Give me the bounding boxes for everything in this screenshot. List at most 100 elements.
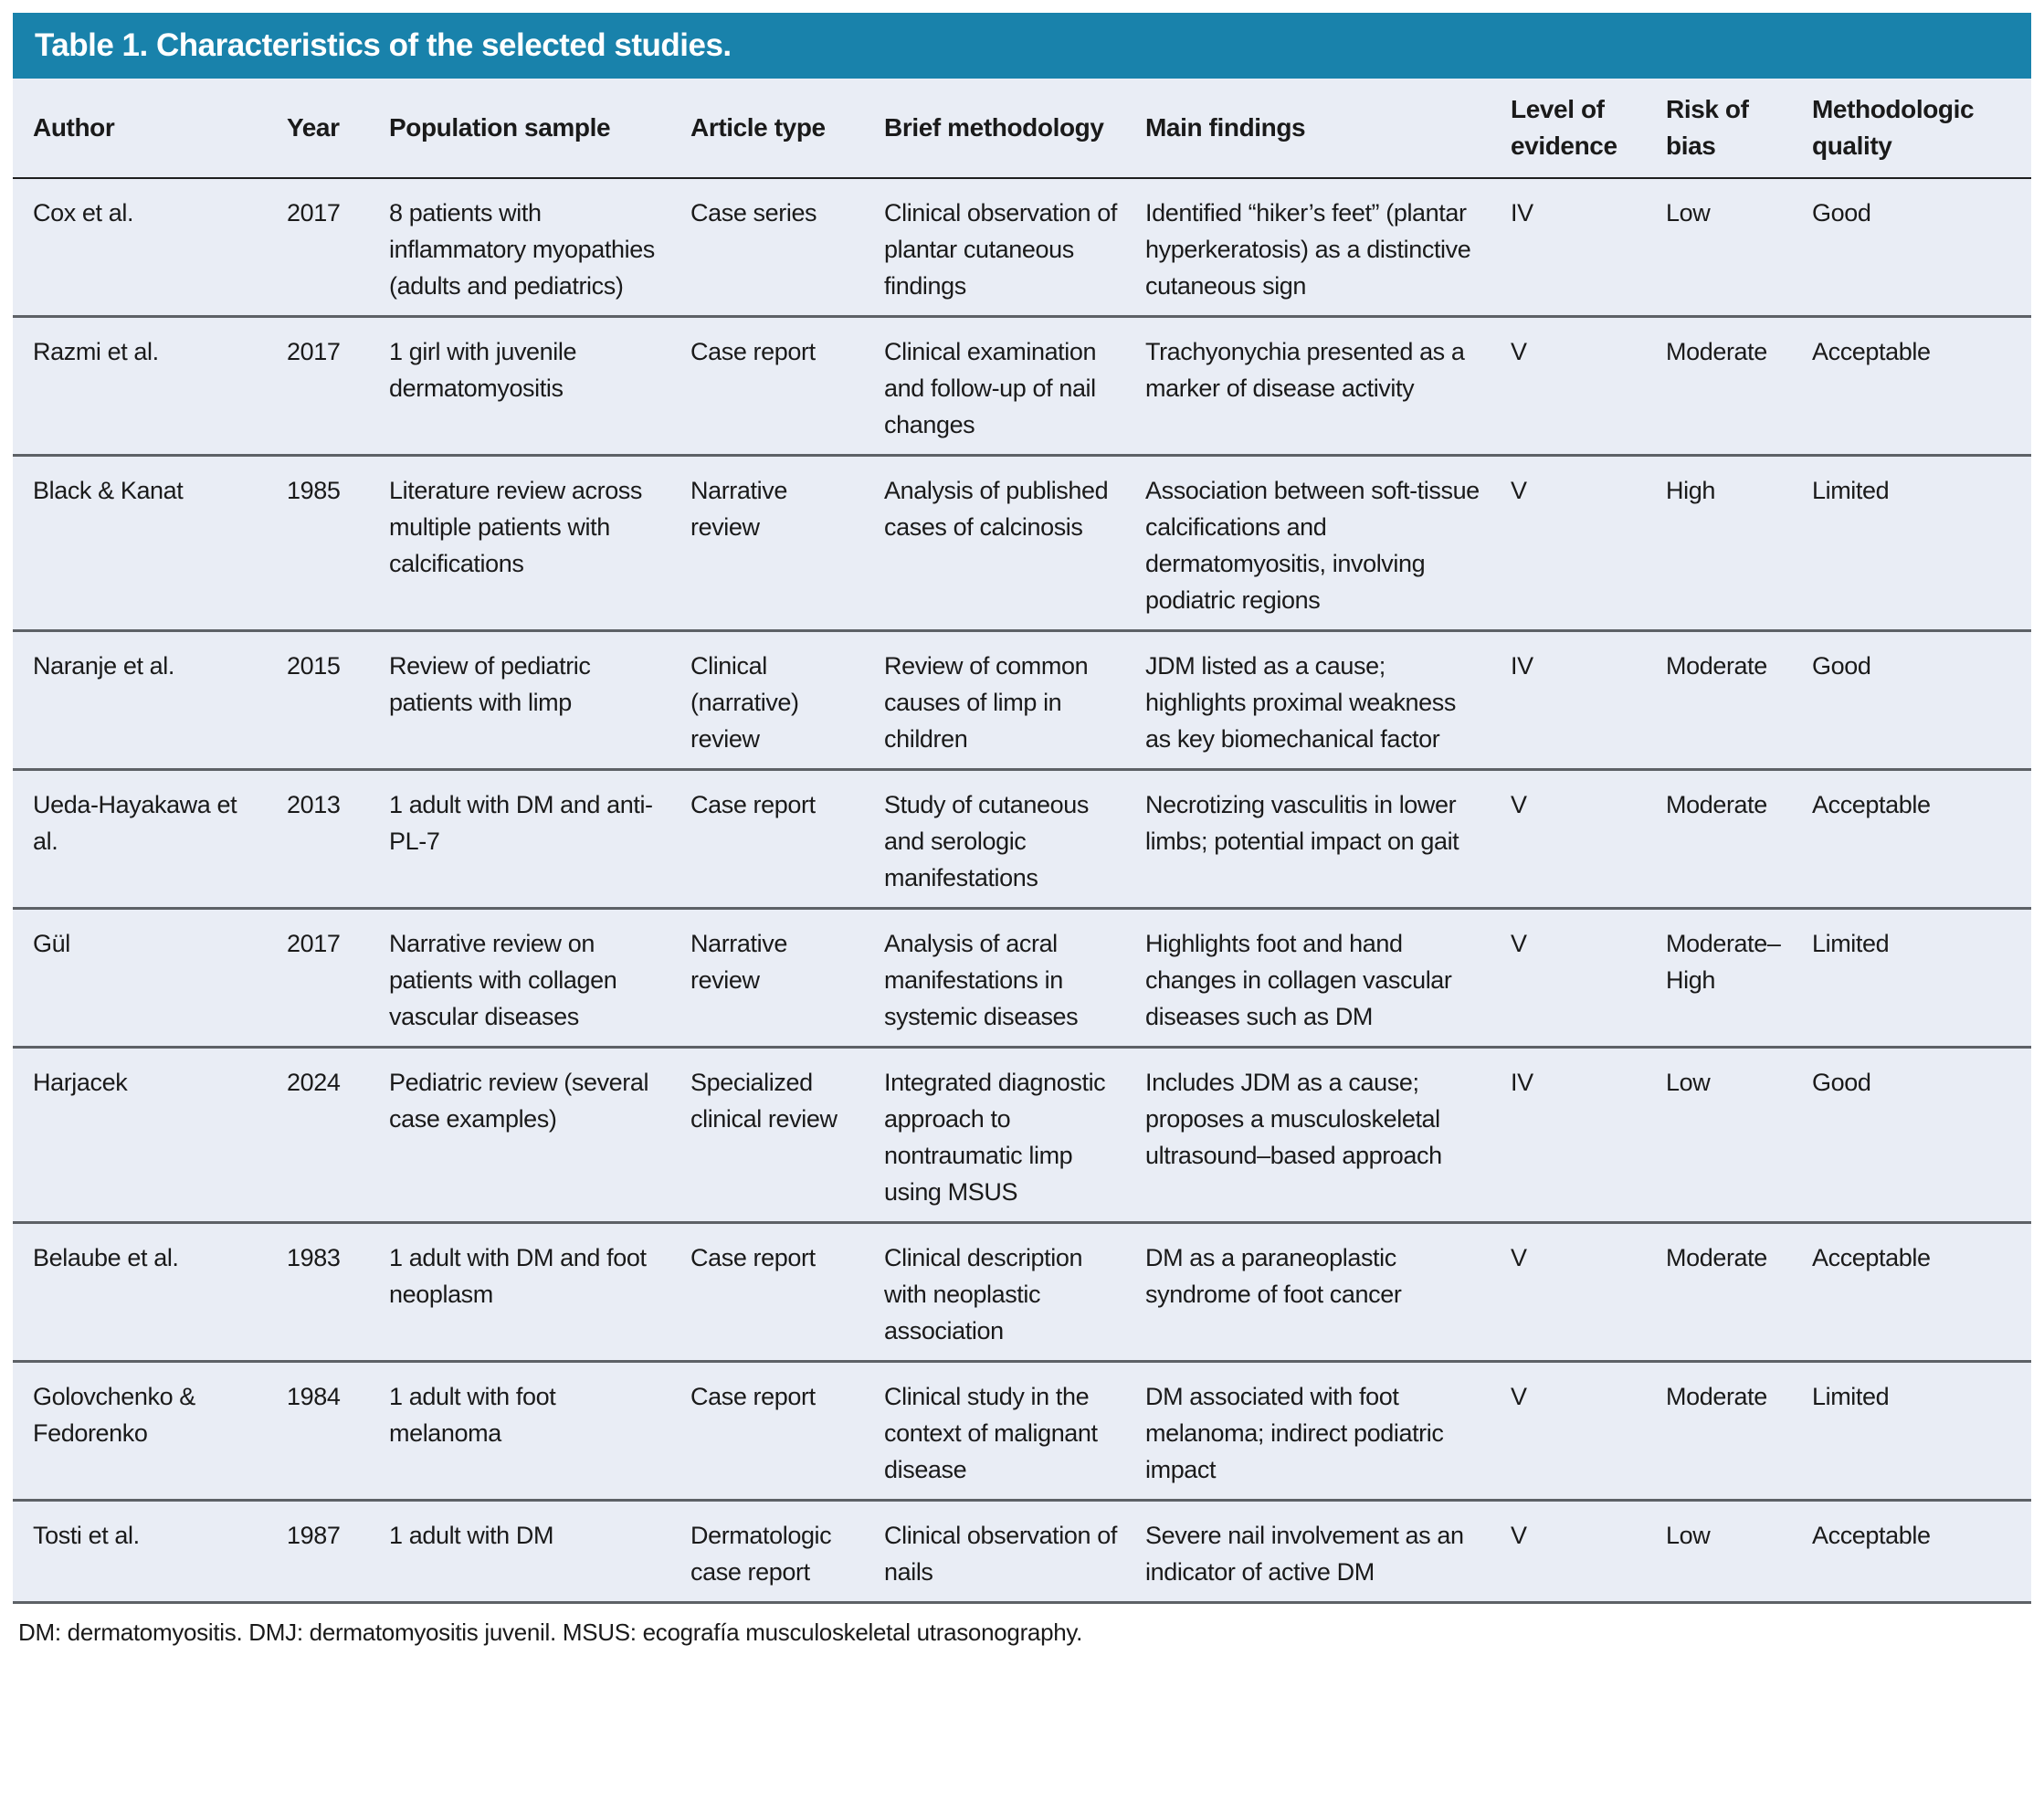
cell-author: Belaube et al. [13, 1222, 287, 1363]
cell-year: 2013 [287, 769, 389, 910]
cell-quality: Good [1812, 178, 2031, 318]
column-header-methodology: Brief methodology [884, 79, 1145, 179]
cell-findings: Highlights foot and hand changes in coll… [1145, 908, 1511, 1049]
column-header-author: Author [13, 79, 287, 179]
cell-quality: Acceptable [1812, 769, 2031, 910]
table-row: Razmi et al. 2017 1 girl with juvenile der… [13, 316, 2031, 457]
cell-bias: Low [1666, 178, 1812, 318]
cell-population: Literature review across multiple patien… [389, 455, 690, 632]
table-row: Gül 2017 Narrative review on patients with… [13, 908, 2031, 1049]
cell-findings: Includes JDM as a cause; proposes a musc… [1145, 1047, 1511, 1224]
table-row: Black & Kanat 1985 Literature review acros… [13, 455, 2031, 632]
cell-quality: Limited [1812, 1361, 2031, 1502]
cell-article_type: Narrative review [690, 908, 884, 1049]
cell-quality: Acceptable [1812, 1500, 2031, 1604]
column-header-findings: Main findings [1145, 79, 1511, 179]
cell-quality: Limited [1812, 455, 2031, 632]
cell-author: Tosti et al. [13, 1500, 287, 1604]
cell-quality: Good [1812, 1047, 2031, 1224]
cell-article_type: Case report [690, 1361, 884, 1502]
column-header-quality: Methodologic quality [1812, 79, 2031, 179]
cell-evidence: IV [1511, 178, 1666, 318]
cell-author: Ueda-Hayakawa et al. [13, 769, 287, 910]
cell-author: Naranje et al. [13, 630, 287, 771]
table-body: Cox et al. 2017 8 patients with inflammato… [13, 178, 2031, 1604]
cell-author: Gül [13, 908, 287, 1049]
cell-population: 8 patients with inflammatory myopathies … [389, 178, 690, 318]
cell-findings: Severe nail involvement as an indicator … [1145, 1500, 1511, 1604]
cell-quality: Good [1812, 630, 2031, 771]
cell-bias: Moderate–High [1666, 908, 1812, 1049]
cell-findings: DM as a paraneoplastic syndrome of foot … [1145, 1222, 1511, 1363]
cell-article_type: Dermatologic case report [690, 1500, 884, 1604]
cell-evidence: V [1511, 1222, 1666, 1363]
cell-methodology: Clinical description with neoplastic ass… [884, 1222, 1145, 1363]
cell-population: 1 adult with DM [389, 1500, 690, 1604]
cell-bias: Low [1666, 1047, 1812, 1224]
cell-evidence: IV [1511, 1047, 1666, 1224]
cell-year: 2017 [287, 908, 389, 1049]
cell-article_type: Specialized clinical review [690, 1047, 884, 1224]
cell-quality: Acceptable [1812, 1222, 2031, 1363]
cell-population: 1 adult with DM and anti-PL-7 [389, 769, 690, 910]
cell-evidence: V [1511, 316, 1666, 457]
cell-year: 1984 [287, 1361, 389, 1502]
table-row: Cox et al. 2017 8 patients with inflammato… [13, 178, 2031, 318]
cell-evidence: V [1511, 1361, 1666, 1502]
cell-article_type: Case report [690, 769, 884, 910]
cell-evidence: V [1511, 908, 1666, 1049]
table-row: Harjacek 2024 Pediatric review (several ca… [13, 1047, 2031, 1224]
cell-methodology: Integrated diagnostic approach to nontra… [884, 1047, 1145, 1224]
table-footnote: DM: dermatomyositis. DMJ: dermatomyositi… [13, 1604, 2031, 1663]
column-header-population: Population sample [389, 79, 690, 179]
cell-findings: Identified “hiker’s feet” (plantar hyper… [1145, 178, 1511, 318]
cell-author: Harjacek [13, 1047, 287, 1224]
cell-article_type: Clinical (narrative) review [690, 630, 884, 771]
table-header: Author Year Population sample Article ty… [13, 79, 2031, 179]
cell-population: Review of pediatric patients with limp [389, 630, 690, 771]
cell-bias: Moderate [1666, 630, 1812, 771]
cell-quality: Acceptable [1812, 316, 2031, 457]
studies-table: Author Year Population sample Article ty… [13, 79, 2031, 1604]
cell-methodology: Clinical examination and follow-up of na… [884, 316, 1145, 457]
cell-evidence: IV [1511, 630, 1666, 771]
cell-bias: Moderate [1666, 1361, 1812, 1502]
cell-bias: Moderate [1666, 769, 1812, 910]
column-header-bias: Risk of bias [1666, 79, 1812, 179]
table-row: Naranje et al. 2015 Review of pediatric pa… [13, 630, 2031, 771]
cell-methodology: Clinical observation of plantar cutaneou… [884, 178, 1145, 318]
table-row: Ueda-Hayakawa et al. 2013 1 adult with DM … [13, 769, 2031, 910]
cell-methodology: Review of common causes of limp in child… [884, 630, 1145, 771]
cell-year: 2015 [287, 630, 389, 771]
cell-author: Black & Kanat [13, 455, 287, 632]
cell-author: Razmi et al. [13, 316, 287, 457]
cell-findings: Association between soft-tissue calcific… [1145, 455, 1511, 632]
cell-article_type: Case series [690, 178, 884, 318]
page: Table 1. Characteristics of the selected… [13, 13, 2031, 1663]
table-row: Belaube et al. 1983 1 adult with DM and fo… [13, 1222, 2031, 1363]
cell-population: 1 girl with juvenile dermatomyositis [389, 316, 690, 457]
cell-findings: Necrotizing vasculitis in lower limbs; p… [1145, 769, 1511, 910]
cell-bias: Low [1666, 1500, 1812, 1604]
column-header-evidence: Level of evidence [1511, 79, 1666, 179]
cell-methodology: Clinical observation of nails [884, 1500, 1145, 1604]
cell-bias: Moderate [1666, 1222, 1812, 1363]
column-header-year: Year [287, 79, 389, 179]
table-title-bar: Table 1. Characteristics of the selected… [13, 13, 2031, 79]
cell-population: 1 adult with foot melanoma [389, 1361, 690, 1502]
cell-methodology: Clinical study in the context of maligna… [884, 1361, 1145, 1502]
cell-methodology: Analysis of acral manifestations in syst… [884, 908, 1145, 1049]
cell-bias: Moderate [1666, 316, 1812, 457]
cell-methodology: Study of cutaneous and serologic manifes… [884, 769, 1145, 910]
cell-author: Cox et al. [13, 178, 287, 318]
cell-article_type: Narrative review [690, 455, 884, 632]
cell-findings: JDM listed as a cause; highlights proxim… [1145, 630, 1511, 771]
cell-article_type: Case report [690, 1222, 884, 1363]
table-row: Golovchenko & Fedorenko 1984 1 adult with … [13, 1361, 2031, 1502]
cell-population: Pediatric review (several case examples) [389, 1047, 690, 1224]
cell-year: 1983 [287, 1222, 389, 1363]
cell-evidence: V [1511, 455, 1666, 632]
cell-bias: High [1666, 455, 1812, 632]
cell-author: Golovchenko & Fedorenko [13, 1361, 287, 1502]
cell-findings: Trachyonychia presented as a marker of d… [1145, 316, 1511, 457]
